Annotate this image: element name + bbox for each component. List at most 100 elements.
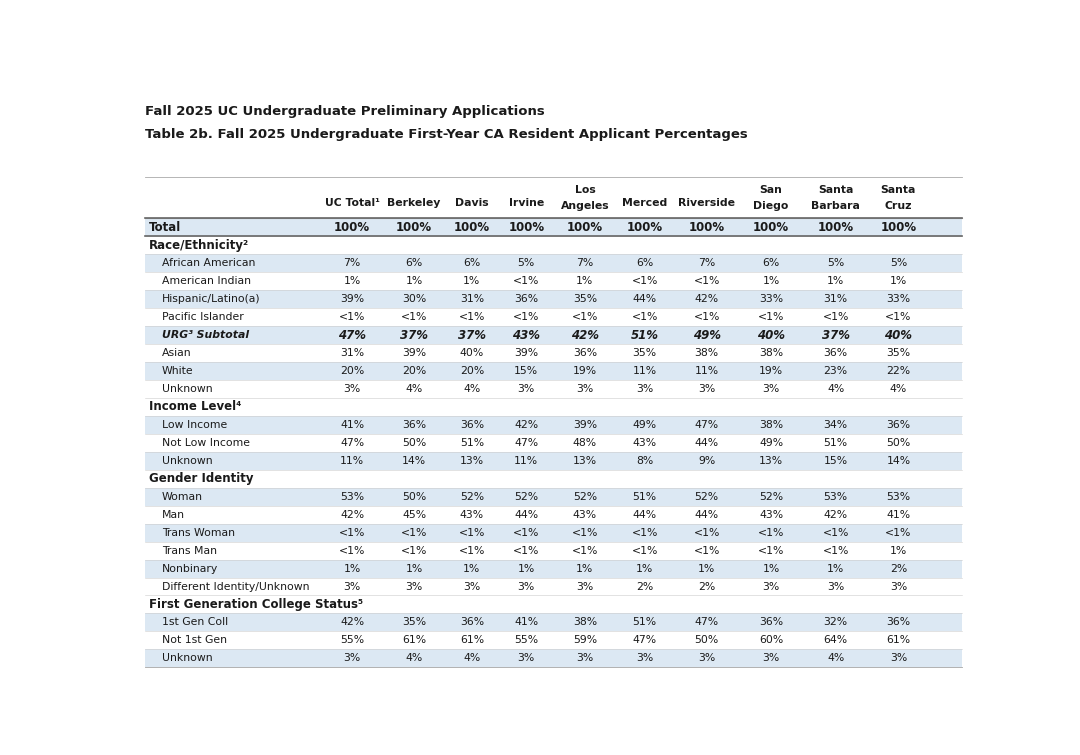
Text: <1%: <1% — [758, 313, 784, 322]
Text: Table 2b. Fall 2025 Undergraduate First-Year CA Resident Applicant Percentages: Table 2b. Fall 2025 Undergraduate First-… — [145, 128, 747, 141]
Text: 20%: 20% — [340, 366, 364, 376]
Text: 14%: 14% — [402, 456, 427, 466]
Text: 20%: 20% — [402, 366, 427, 376]
Text: <1%: <1% — [886, 528, 912, 538]
Text: 3%: 3% — [577, 653, 594, 664]
Text: 35%: 35% — [572, 294, 597, 304]
Text: 53%: 53% — [824, 492, 848, 502]
Text: 1%: 1% — [343, 563, 361, 574]
Text: 3%: 3% — [827, 581, 845, 591]
Text: 61%: 61% — [460, 636, 484, 646]
Text: 19%: 19% — [759, 366, 783, 376]
Text: African American: African American — [162, 258, 255, 268]
Text: 53%: 53% — [887, 492, 910, 502]
Text: 1%: 1% — [827, 563, 845, 574]
Text: 61%: 61% — [402, 636, 427, 646]
Text: 44%: 44% — [694, 438, 718, 448]
Text: Davis: Davis — [455, 198, 489, 208]
Bar — [145, 524, 962, 541]
Text: 39%: 39% — [402, 348, 427, 358]
Text: 30%: 30% — [402, 294, 427, 304]
Text: 47%: 47% — [633, 636, 657, 646]
Text: <1%: <1% — [571, 546, 598, 556]
Text: 6%: 6% — [762, 258, 780, 268]
Bar — [145, 416, 962, 434]
Text: 100%: 100% — [567, 221, 603, 234]
Text: 50%: 50% — [402, 438, 427, 448]
Text: 3%: 3% — [343, 384, 361, 394]
Text: 20%: 20% — [460, 366, 484, 376]
Text: 32%: 32% — [824, 618, 848, 627]
Text: <1%: <1% — [459, 313, 485, 322]
Text: <1%: <1% — [822, 528, 849, 538]
Text: 4%: 4% — [827, 384, 845, 394]
Text: Not 1st Gen: Not 1st Gen — [162, 636, 227, 646]
Text: 3%: 3% — [636, 653, 653, 664]
Text: <1%: <1% — [693, 276, 720, 286]
Text: <1%: <1% — [758, 528, 784, 538]
Text: 100%: 100% — [689, 221, 725, 234]
Text: <1%: <1% — [693, 546, 720, 556]
Text: 1%: 1% — [405, 276, 422, 286]
Text: 2%: 2% — [698, 581, 715, 591]
Text: Asian: Asian — [162, 348, 191, 358]
Text: 3%: 3% — [577, 384, 594, 394]
Text: <1%: <1% — [339, 528, 365, 538]
Text: 35%: 35% — [633, 348, 657, 358]
Bar — [145, 470, 962, 488]
Text: <1%: <1% — [693, 528, 720, 538]
Text: 23%: 23% — [824, 366, 848, 376]
Text: 4%: 4% — [405, 384, 422, 394]
Text: 11%: 11% — [514, 456, 538, 466]
Text: 52%: 52% — [759, 492, 783, 502]
Text: 1%: 1% — [698, 563, 715, 574]
Text: Irvine: Irvine — [509, 198, 544, 208]
Text: 44%: 44% — [514, 510, 538, 519]
Text: <1%: <1% — [459, 546, 485, 556]
Text: 50%: 50% — [402, 492, 427, 502]
Text: 36%: 36% — [887, 420, 910, 430]
Text: 3%: 3% — [890, 653, 907, 664]
Text: Santa: Santa — [818, 185, 853, 195]
Text: 48%: 48% — [572, 438, 597, 448]
Text: 6%: 6% — [463, 258, 481, 268]
Text: <1%: <1% — [822, 546, 849, 556]
Text: 43%: 43% — [633, 438, 657, 448]
Text: 40%: 40% — [885, 328, 913, 342]
Text: 11%: 11% — [340, 456, 364, 466]
Text: 55%: 55% — [514, 636, 538, 646]
Text: <1%: <1% — [758, 546, 784, 556]
Text: 1%: 1% — [827, 276, 845, 286]
Text: 51%: 51% — [633, 492, 657, 502]
Text: 34%: 34% — [824, 420, 848, 430]
Text: San: San — [759, 185, 783, 195]
Text: 100%: 100% — [396, 221, 432, 234]
Text: 42%: 42% — [824, 510, 848, 519]
Text: 5%: 5% — [827, 258, 845, 268]
Text: Different Identity/Unknown: Different Identity/Unknown — [162, 581, 309, 591]
Text: 44%: 44% — [633, 510, 657, 519]
Text: <1%: <1% — [339, 546, 365, 556]
Text: Not Low Income: Not Low Income — [162, 438, 249, 448]
Text: 11%: 11% — [633, 366, 657, 376]
Text: 6%: 6% — [636, 258, 653, 268]
Text: Unknown: Unknown — [162, 456, 213, 466]
Bar — [145, 649, 962, 667]
Text: <1%: <1% — [401, 313, 428, 322]
Text: 47%: 47% — [340, 438, 364, 448]
Text: 13%: 13% — [460, 456, 484, 466]
Text: <1%: <1% — [401, 546, 428, 556]
Text: 31%: 31% — [340, 348, 364, 358]
Text: 53%: 53% — [340, 492, 364, 502]
Text: <1%: <1% — [459, 528, 485, 538]
Text: 3%: 3% — [577, 581, 594, 591]
Text: 1%: 1% — [636, 563, 653, 574]
Text: <1%: <1% — [401, 528, 428, 538]
Text: 1%: 1% — [577, 276, 594, 286]
Text: Cruz: Cruz — [885, 201, 913, 211]
Text: 43%: 43% — [512, 328, 540, 342]
Text: 13%: 13% — [759, 456, 783, 466]
Text: 40%: 40% — [460, 348, 484, 358]
Text: <1%: <1% — [513, 276, 540, 286]
Text: Low Income: Low Income — [162, 420, 227, 430]
